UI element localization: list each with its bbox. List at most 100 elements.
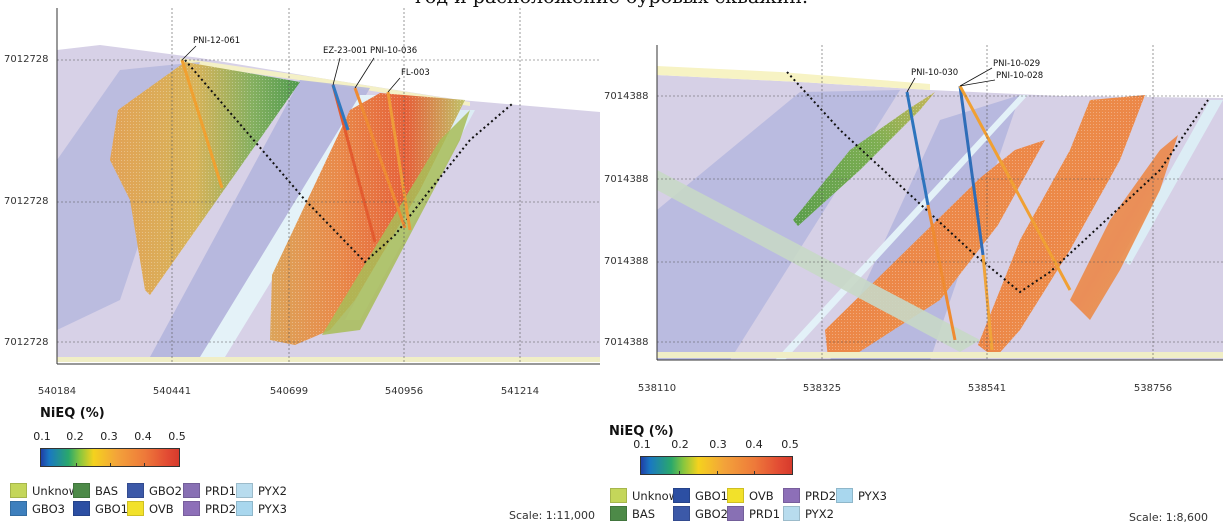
legend-swatch — [727, 488, 744, 503]
legend-label: PRD2 — [205, 501, 237, 516]
legend-swatch — [183, 483, 200, 498]
legend-swatch — [673, 488, 690, 503]
hole-label-pni-12-061: PNI-12-061 — [193, 36, 241, 46]
legend-swatch — [783, 488, 800, 503]
legend-item-prd2: PRD2 — [783, 488, 836, 503]
right-pyx-band-1 — [775, 95, 1028, 360]
legend-item-unknown: Unknown — [610, 488, 685, 503]
legend-label: PYX3 — [858, 488, 887, 503]
legend-item-gbo3: GBO3 — [10, 501, 65, 516]
left-ovb-bottom — [57, 357, 600, 362]
hole-label-pni-10-036: PNI-10-036 — [370, 46, 418, 56]
left-y-tick-label: 7012728 — [4, 54, 49, 65]
left-colorbar-tick: 0.2 — [66, 430, 84, 443]
legend-item-pyx3: PYX3 — [836, 488, 887, 503]
left-y-tick-label: 7012728 — [4, 337, 49, 348]
right-y-tick-label: 7014388 — [604, 91, 649, 102]
right-nieq-colorbar — [640, 456, 793, 475]
left-gbo-band-2 — [150, 80, 370, 357]
right-x-tick-label: 538110 — [637, 383, 677, 394]
legend-swatch — [127, 501, 144, 516]
figure-caption: год и расположение буровых скважин. — [0, 0, 1223, 8]
right-y-tick-label: 7014388 — [604, 337, 649, 348]
legend-item-bas: BAS — [73, 483, 118, 498]
right-x-tick-label: 538756 — [1133, 383, 1173, 394]
hole-label-ez-23-001: EZ-23-001 — [323, 46, 368, 56]
legend-label: Unknown — [632, 488, 686, 503]
drillhole-pni-10-028 — [958, 85, 1072, 291]
legend-label: BAS — [632, 506, 656, 521]
right-pyx-band-2 — [1120, 100, 1223, 265]
hole-label-pni-10-028: PNI-10-028 — [996, 71, 1044, 81]
left-colorbar-tick: 0.3 — [100, 430, 118, 443]
legend-swatch — [610, 488, 627, 503]
legend-label: OVB — [749, 488, 774, 503]
right-y-tick-label: 7014388 — [604, 174, 649, 185]
legend-item-gbo2: GBO2 — [127, 483, 182, 498]
right-section-panel: 7014388 7014388 7014388 7014388 538110 5… — [600, 0, 1223, 525]
left-colorbar-tick: 0.5 — [168, 430, 186, 443]
legend-label: PYX3 — [258, 501, 287, 516]
legend-item-ovb: OVB — [727, 488, 774, 503]
legend-label: GBO1 — [695, 488, 728, 503]
legend-swatch — [836, 488, 853, 503]
leader-pni-10-030 — [906, 77, 916, 93]
left-scale-label: Scale: 1:11,000 — [509, 509, 595, 522]
legend-swatch — [727, 506, 744, 521]
drillhole-pni-12-061 — [180, 59, 224, 189]
right-scale-label: Scale: 1:8,600 — [1129, 511, 1208, 524]
right-pit-shell — [786, 71, 1209, 294]
drillhole-pni-10-030 — [905, 91, 930, 206]
hole-label-pni-10-029: PNI-10-029 — [993, 59, 1041, 69]
leader-pni-10-036 — [354, 57, 375, 89]
leader-ez-23-001 — [332, 57, 341, 86]
drillhole-pni-10-029 — [958, 85, 985, 256]
legend-item-prd2: PRD2 — [183, 501, 236, 516]
legend-label: PRD1 — [205, 483, 237, 498]
left-legend-title: NiEQ (%) — [40, 406, 105, 421]
leader-pni-10-029 — [959, 67, 993, 87]
right-legend-title: NiEQ (%) — [609, 424, 674, 439]
right-green-orebody-texture — [793, 92, 935, 226]
legend-label: GBO3 — [32, 501, 65, 516]
leader-pni-12-061 — [181, 45, 197, 61]
legend-item-unknown: Unknown — [10, 483, 85, 498]
legend-label: BAS — [95, 483, 119, 498]
left-x-tick-label: 540699 — [269, 386, 309, 397]
legend-swatch — [236, 501, 253, 516]
left-section-view — [56, 8, 600, 365]
right-x-tick-label: 538541 — [967, 383, 1007, 394]
right-gbo-band-1 — [657, 90, 900, 360]
legend-item-gbo1: GBO1 — [73, 501, 128, 516]
right-section-view — [656, 45, 1223, 361]
legend-label: GBO1 — [95, 501, 128, 516]
legend-swatch — [73, 501, 90, 516]
legend-swatch — [610, 506, 627, 521]
left-x-tick-label: 540956 — [384, 386, 424, 397]
legend-item-pyx2: PYX2 — [783, 506, 834, 521]
right-ovb-bottom — [657, 352, 1223, 358]
legend-item-pyx2: PYX2 — [236, 483, 287, 498]
left-x-tick-label: 541214 — [500, 386, 540, 397]
legend-label: PRD2 — [805, 488, 837, 503]
left-orebody-west-texture — [110, 62, 300, 295]
right-colorbar-tick: 0.2 — [671, 438, 689, 451]
legend-label: PYX2 — [805, 506, 834, 521]
right-gridlines — [657, 45, 1223, 360]
legend-item-prd1: PRD1 — [183, 483, 236, 498]
legend-swatch — [127, 483, 144, 498]
leader-pni-10-028 — [959, 79, 996, 87]
drillhole-pni-10-029-lower — [981, 254, 994, 351]
right-colorbar-tick: 0.4 — [745, 438, 763, 451]
left-section-panel: 7012728 7012728 7012728 540184 540441 54… — [0, 0, 600, 525]
left-gridlines — [57, 8, 600, 364]
legend-swatch — [236, 483, 253, 498]
right-colorbar-tick: 0.3 — [709, 438, 727, 451]
left-x-tick-label: 540184 — [37, 386, 77, 397]
drillhole-ez-23-001-upper — [331, 84, 350, 131]
legend-label: PYX2 — [258, 483, 287, 498]
drillhole-pni-10-030-lower — [926, 204, 957, 341]
legend-item-gbo2: GBO2 — [673, 506, 728, 521]
legend-swatch — [783, 506, 800, 521]
left-orebody-sliver — [322, 110, 470, 335]
